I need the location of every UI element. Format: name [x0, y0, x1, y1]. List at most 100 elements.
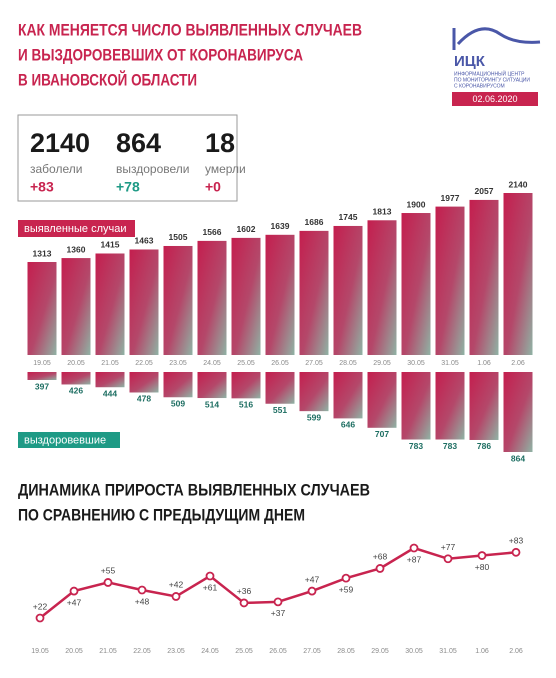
value-label: 707: [375, 429, 389, 439]
x-tick-label: 24.05: [201, 648, 219, 655]
x-tick-label: 20.05: [67, 360, 85, 367]
point: [239, 598, 249, 608]
bar: [129, 249, 159, 355]
value-label: 1745: [339, 212, 358, 222]
x-tick-label: 25.05: [235, 648, 253, 655]
stat-value: 18: [205, 128, 235, 158]
point: [205, 571, 215, 581]
bar: [61, 372, 91, 385]
x-tick-label: 29.05: [371, 648, 389, 655]
bar: [231, 372, 261, 399]
value-label: 478: [137, 394, 151, 404]
x-tick-label: 22.05: [135, 360, 153, 367]
value-label: +83: [509, 536, 524, 546]
x-tick-label: 27.05: [303, 648, 321, 655]
x-tick-label: 28.05: [337, 648, 355, 655]
value-label: 516: [239, 400, 253, 410]
value-label: 509: [171, 399, 185, 409]
bar: [197, 372, 227, 399]
value-label: +36: [237, 586, 252, 596]
title-line: КАК МЕНЯЕТСЯ ЧИСЛО ВЫЯВЛЕННЫХ СЛУЧАЕВ: [18, 20, 362, 39]
point: [341, 573, 351, 583]
point: [273, 597, 283, 607]
x-tick-label: 29.05: [373, 360, 391, 367]
value-label: 1505: [169, 232, 188, 242]
bar: [503, 193, 533, 355]
bar: [95, 372, 125, 388]
x-tick-label: 2.06: [511, 360, 525, 367]
x-tick-label: 1.06: [477, 360, 491, 367]
value-label: 646: [341, 420, 355, 430]
bar: [299, 230, 329, 355]
x-tick-label: 31.05: [439, 648, 457, 655]
stat-label: умерли: [205, 162, 246, 176]
x-tick-label: 25.05: [237, 360, 255, 367]
logo-text: ИНФОРМАЦИОННЫЙ ЦЕНТР: [454, 69, 525, 77]
bar: [367, 220, 397, 355]
stat-change: +0: [205, 179, 221, 195]
stat-label: выздоровели: [116, 162, 189, 176]
value-label: +59: [339, 584, 354, 594]
point: [69, 586, 79, 596]
value-label: 1313: [33, 248, 52, 258]
stat-value: 2140: [30, 128, 90, 158]
bar: [435, 206, 465, 355]
x-tick-label: 23.05: [169, 360, 187, 367]
x-tick-label: 21.05: [99, 648, 117, 655]
value-label: 514: [205, 399, 219, 409]
value-label: 444: [103, 388, 117, 398]
value-label: +55: [101, 566, 116, 576]
x-tick-label: 26.05: [271, 360, 289, 367]
bar: [299, 372, 329, 412]
logo-text: ПО МОНИТОРИНГУ СИТУАЦИИ: [454, 77, 530, 83]
bar: [129, 372, 159, 393]
value-label: +37: [271, 608, 286, 618]
value-label: +87: [407, 554, 422, 564]
point: [307, 586, 317, 596]
bar: [163, 245, 193, 355]
title-line: В ИВАНОВСКОЙ ОБЛАСТИ: [18, 70, 197, 89]
bar: [367, 372, 397, 428]
point: [103, 578, 113, 587]
bar: [435, 372, 465, 440]
value-label: 864: [511, 453, 525, 463]
value-label: +47: [67, 597, 82, 607]
chart-label: выявленные случаи: [24, 223, 126, 235]
value-label: 1360: [67, 244, 86, 254]
point: [409, 543, 419, 553]
x-tick-label: 21.05: [101, 360, 119, 367]
value-label: 551: [273, 405, 287, 415]
value-label: +47: [305, 574, 320, 584]
value-label: 1639: [271, 221, 290, 231]
logo-icon: [452, 27, 541, 50]
point: [511, 547, 521, 557]
bar: [503, 372, 533, 452]
stat-label: заболели: [30, 162, 82, 176]
bar: [401, 372, 431, 440]
chart-label: выздоровевшие: [24, 434, 106, 446]
line-title: ПО СРАВНЕНИЮ С ПРЕДЫДУЩИМ ДНЕМ: [18, 505, 305, 524]
line-title: ДИНАМИКА ПРИРОСТА ВЫЯВЛЕННЫХ СЛУЧАЕВ: [18, 480, 370, 499]
bar: [95, 253, 125, 355]
bar: [231, 237, 261, 355]
value-label: +42: [169, 580, 184, 590]
value-label: 599: [307, 412, 321, 422]
value-label: 1977: [441, 193, 460, 203]
x-tick-label: 24.05: [203, 360, 221, 367]
point: [477, 551, 487, 560]
bar: [265, 372, 295, 404]
value-label: 1415: [101, 240, 120, 250]
bar: [197, 240, 227, 355]
logo-text: С КОРОНАВИРУСОМ: [454, 83, 505, 89]
x-tick-label: 30.05: [405, 648, 423, 655]
value-label: 783: [409, 441, 423, 451]
value-label: +77: [441, 542, 456, 552]
bar: [27, 372, 57, 380]
x-tick-label: 26.05: [269, 648, 287, 655]
bar: [27, 262, 57, 355]
value-label: +48: [135, 596, 150, 606]
value-label: +68: [373, 552, 388, 562]
bar: [469, 372, 499, 440]
bar: [333, 225, 363, 355]
